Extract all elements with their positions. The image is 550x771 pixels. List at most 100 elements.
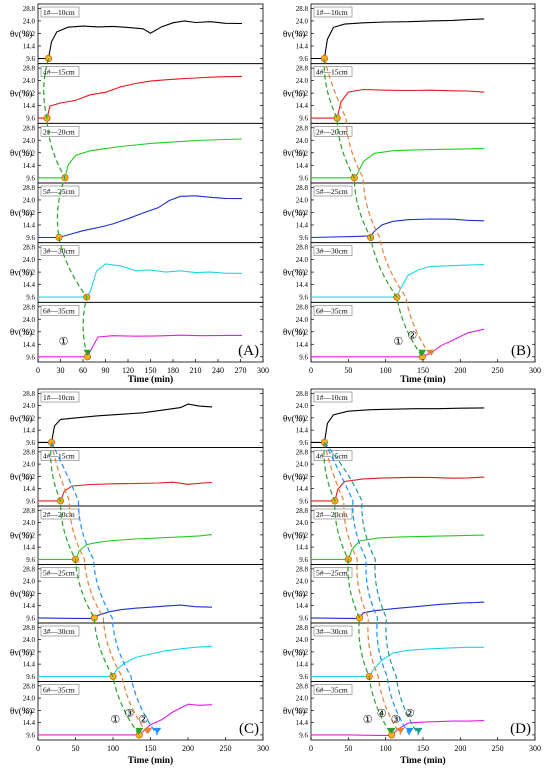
y-axis-label: θv(%) [283, 29, 305, 39]
y-tick-label: 28.8 [23, 565, 36, 573]
arrow-head [418, 349, 427, 356]
series-line [311, 476, 485, 502]
x-tick-label: 50 [344, 744, 352, 753]
legend-label: 3#—30cm [43, 627, 75, 636]
y-tick-label: 9.6 [26, 439, 35, 447]
chart-panel-c: 9.6 14.4 19.2 24.0 28.8 θv(%) 1#—10cm 9.6 14.4 19… [10, 388, 269, 766]
y-tick-label: 19.2 [23, 707, 36, 715]
x-tick-label: 0 [36, 744, 40, 753]
y-tick-label: 24.0 [296, 519, 309, 527]
y-tick-label: 24.0 [23, 578, 36, 586]
y-tick-label: 24.0 [296, 578, 309, 586]
x-tick-label: 30 [57, 366, 65, 375]
y-tick-label: 14.4 [23, 102, 36, 110]
x-tick-label: 50 [72, 744, 80, 753]
y-tick-label: 28.8 [296, 565, 309, 573]
y-tick-label: 14.4 [23, 427, 36, 435]
y-tick-label: 28.8 [23, 448, 36, 456]
y-tick-label: 14.4 [296, 661, 309, 669]
series-line [38, 334, 242, 358]
legend-box [313, 66, 353, 77]
y-tick-label: 9.6 [26, 614, 35, 622]
legend-label: 3#—30cm [43, 247, 75, 256]
legend-box [40, 684, 80, 695]
chart-panel-a: 9.6 14.4 19.2 24.0 28.8 θv(%) 1#—10cm 9.6 14.4 19… [10, 3, 269, 385]
legend-box [313, 508, 353, 520]
arrow-head [396, 727, 405, 734]
legend-box [40, 508, 80, 520]
panel-label: (B) [511, 343, 531, 359]
x-tick-label: 60 [79, 366, 87, 375]
legend-label: 4#—15cm [43, 452, 75, 461]
y-axis-label: θv(%) [283, 530, 305, 540]
y-tick-label: 19.2 [23, 473, 36, 481]
x-tick-label: 50 [344, 366, 352, 375]
series-line [311, 18, 485, 60]
y-tick-label: 14.4 [296, 221, 309, 229]
arrow-label: ① [59, 336, 69, 348]
legend-label: 5#—25cm [43, 187, 75, 196]
y-tick-label: 14.4 [296, 341, 309, 349]
y-tick-label: 14.4 [23, 281, 36, 289]
y-tick-label: 19.2 [23, 90, 36, 98]
arrow-head [427, 349, 436, 356]
y-tick-label: 28.8 [296, 303, 309, 311]
legend-box [40, 66, 80, 77]
y-tick-label: 14.4 [296, 42, 309, 50]
y-axis-label: θv(%) [10, 327, 32, 337]
x-tick-label: 300 [257, 366, 269, 375]
y-tick-label: 28.8 [296, 390, 309, 398]
y-tick-label: 9.6 [299, 497, 308, 505]
y-tick-label: 9.6 [26, 234, 35, 242]
y-tick-label: 19.2 [23, 414, 36, 422]
y-tick-label: 24.0 [296, 461, 309, 469]
series-line [38, 481, 213, 502]
y-tick-label: 9.6 [299, 731, 308, 739]
legend-box [40, 567, 80, 578]
arrow-label: ① [393, 336, 403, 348]
arrow-head [153, 727, 162, 734]
series-line [311, 407, 485, 443]
x-tick-label: 240 [212, 366, 224, 375]
y-tick-label: 9.6 [26, 673, 35, 681]
y-tick-label: 19.2 [296, 531, 309, 539]
x-tick-label: 0 [36, 366, 40, 375]
y-tick-label: 24.0 [296, 196, 309, 204]
series-line [38, 75, 243, 119]
chart-panel-b: 9.6 14.4 19.2 24.0 28.8 θv(%) 1#—10cm 9.6 14.4 19… [283, 3, 541, 385]
y-tick-label: 19.2 [296, 269, 309, 277]
y-tick-label: 19.2 [296, 30, 309, 38]
x-tick-label: 100 [380, 366, 392, 375]
y-tick-label: 28.8 [23, 507, 36, 515]
legend-box [313, 245, 353, 256]
onset-marker [333, 114, 341, 122]
y-tick-label: 9.6 [26, 294, 35, 302]
y-tick-label: 19.2 [296, 414, 309, 422]
legend-box [313, 625, 353, 637]
y-tick-label: 24.0 [296, 636, 309, 644]
y-tick-label: 24.0 [23, 17, 36, 25]
arrow-label: ③ [124, 708, 134, 720]
series-line [311, 88, 485, 119]
y-tick-label: 14.4 [23, 485, 36, 493]
y-tick-label: 24.0 [23, 77, 36, 85]
y-tick-label: 24.0 [296, 316, 309, 324]
propagation-arrow [323, 58, 423, 358]
propagation-arrow [323, 442, 402, 736]
y-tick-label: 14.4 [296, 162, 309, 170]
x-tick-label: 270 [235, 366, 247, 375]
y-tick-label: 19.2 [23, 149, 36, 157]
y-tick-label: 28.8 [23, 682, 36, 690]
legend-label: 2#—20cm [43, 127, 75, 136]
y-tick-label: 19.2 [23, 328, 36, 336]
y-tick-label: 14.4 [23, 661, 36, 669]
legend-label: 5#—25cm [316, 187, 348, 196]
y-tick-label: 24.0 [23, 402, 36, 410]
y-axis-label: θv(%) [283, 413, 305, 423]
y-axis-label: θv(%) [283, 472, 305, 482]
arrow-label: ② [405, 708, 415, 720]
y-axis-label: θv(%) [10, 268, 32, 278]
legend-label: 1#—10cm [316, 8, 348, 17]
y-tick-label: 24.0 [296, 77, 309, 85]
